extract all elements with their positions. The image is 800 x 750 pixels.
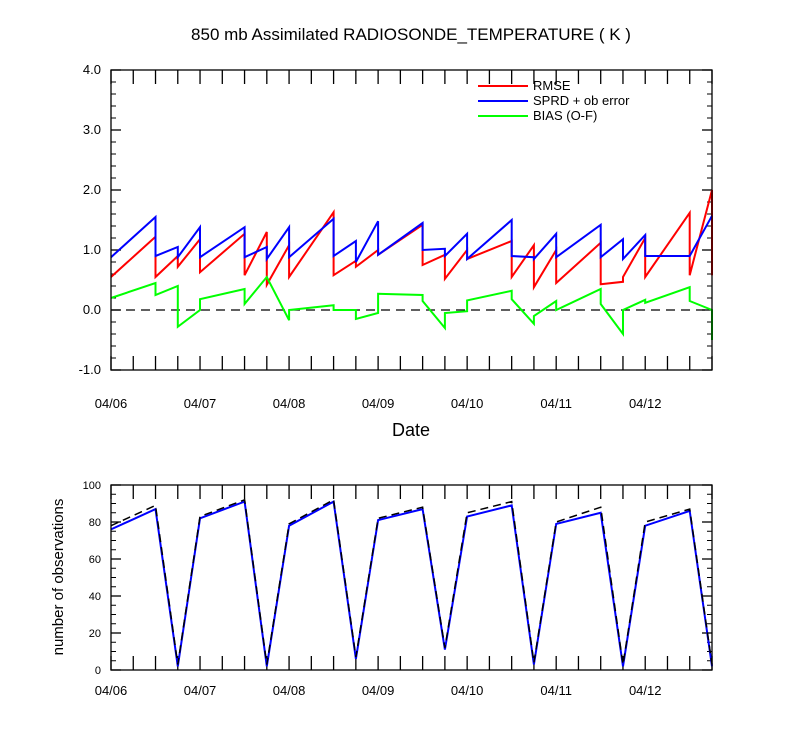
series-bias-o-f (110, 275, 713, 340)
bottom-y-axis-label: number of observations (50, 499, 67, 656)
x-tick-label: 04/11 (540, 396, 572, 411)
series-obs-assimilated (110, 500, 713, 667)
legend-label: SPRD + ob error (533, 93, 630, 108)
y-tick-label: 2.0 (83, 182, 101, 197)
bottom-plot-frame (110, 484, 713, 671)
top-plot-series (110, 189, 713, 340)
y-tick-label: 60 (89, 554, 101, 566)
x-tick-label: 04/06 (95, 396, 128, 411)
x-tick-label: 04/06 (95, 683, 128, 698)
x-tick-label: 04/12 (629, 683, 662, 698)
bottom-axis-ticks: 0 20 40 60 80 100 04/06 04/07 04/08 04/09 04/10 04/… (83, 480, 713, 698)
x-tick-label: 04/12 (629, 396, 662, 411)
y-tick-label: 3.0 (83, 122, 101, 137)
x-tick-label: 04/11 (540, 683, 572, 698)
top-x-axis-label: Date (392, 420, 430, 440)
x-tick-label: 04/10 (451, 683, 484, 698)
y-tick-label: 0.0 (83, 302, 101, 317)
x-tick-label: 04/09 (362, 396, 395, 411)
y-tick-label: 80 (89, 517, 101, 529)
y-tick-label: 40 (89, 591, 101, 603)
y-tick-label: -1.0 (79, 362, 101, 377)
x-tick-label: 04/08 (273, 396, 306, 411)
top-axis-ticks: -1.0 0.0 1.0 2.0 3.0 4.0 04/06 04/07 04/08 04/09 0… (79, 62, 713, 411)
y-tick-label: 20 (89, 628, 101, 640)
y-tick-label: 4.0 (83, 62, 101, 77)
series-sprd-ob-error (110, 214, 713, 263)
y-tick-label: 0 (95, 665, 101, 677)
chart-title: 850 mb Assimilated RADIOSONDE_TEMPERATUR… (191, 25, 631, 44)
x-tick-label: 04/07 (184, 683, 217, 698)
bottom-plot-series (110, 498, 713, 667)
y-tick-label: 100 (83, 480, 101, 492)
legend-label: RMSE (533, 78, 571, 93)
x-tick-label: 04/10 (451, 396, 484, 411)
x-tick-label: 04/09 (362, 683, 395, 698)
series-rmse (110, 189, 713, 291)
top-plot-frame (110, 69, 713, 371)
legend-label: BIAS (O-F) (533, 108, 597, 123)
x-tick-label: 04/08 (273, 683, 306, 698)
series-obs-possible (110, 498, 713, 665)
x-tick-label: 04/07 (184, 396, 217, 411)
y-tick-label: 1.0 (83, 242, 101, 257)
